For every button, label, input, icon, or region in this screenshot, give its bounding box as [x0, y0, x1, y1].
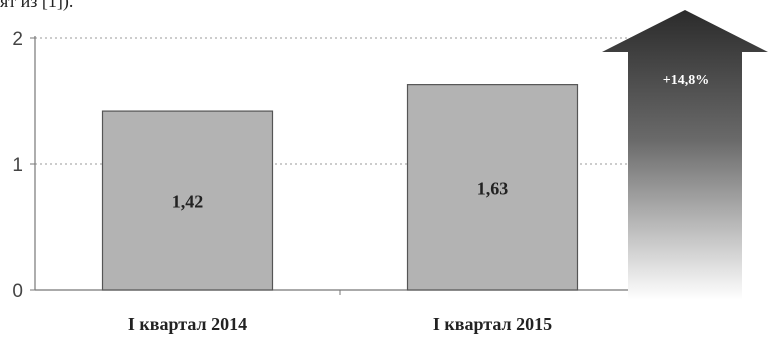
- y-tick-label: 1: [12, 155, 23, 176]
- x-tick-label: I квартал 2015: [433, 314, 552, 334]
- bar-value-label: 1,63: [477, 178, 509, 198]
- y-tick-label: 0: [12, 281, 23, 302]
- caption-fragment: ят из [1]).: [0, 0, 74, 11]
- axes: 0 1 2 I квартал 2014 I квартал 2015: [12, 29, 645, 334]
- growth-label: +14,8%: [663, 73, 709, 88]
- bar: [101, 110, 274, 291]
- y-tick-label: 2: [12, 29, 23, 50]
- growth-arrow: +14,8%: [602, 10, 768, 300]
- x-tick-label: I квартал 2014: [128, 314, 247, 334]
- bar-value-label: 1,42: [172, 192, 204, 212]
- bars: 1,42 1,63: [101, 84, 579, 291]
- bar: [406, 84, 579, 291]
- growth-arrow-shape: [602, 10, 768, 300]
